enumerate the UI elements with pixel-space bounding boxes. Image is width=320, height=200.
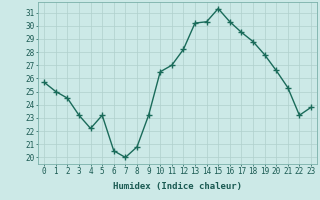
X-axis label: Humidex (Indice chaleur): Humidex (Indice chaleur) [113, 182, 242, 191]
